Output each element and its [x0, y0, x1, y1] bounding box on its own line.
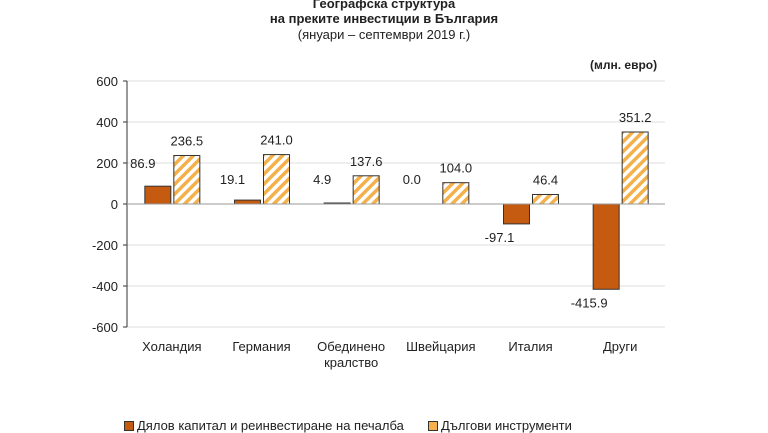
- data-label: 19.1: [220, 172, 245, 187]
- chart-title-line2: на преките инвестиции в България: [269, 11, 499, 26]
- category-label: Други: [603, 339, 637, 354]
- legend-label-debt: Дългови инструменти: [441, 418, 572, 433]
- legend-swatch-equity: [124, 420, 134, 431]
- y-tick-label: 200: [96, 156, 118, 171]
- data-label: -415.9: [571, 295, 608, 310]
- chart-subtitle: (януари – септември 2019 г.): [297, 27, 471, 42]
- data-label: 236.5: [171, 134, 204, 149]
- data-label: 46.4: [533, 172, 558, 187]
- legend-label-equity: Дялов капитал и реинвестиране на печалба: [137, 418, 404, 433]
- bar-equity: [234, 199, 261, 205]
- bar-equity: [503, 203, 530, 225]
- bar-debt: [263, 154, 290, 205]
- legend-item-equity: Дялов капитал и реинвестиране на печалба: [124, 418, 404, 433]
- bar-debt: [621, 131, 649, 205]
- data-label: 0.0: [403, 172, 421, 187]
- y-tick-label: 0: [111, 197, 118, 212]
- y-tick-label: -400: [92, 279, 118, 294]
- bar-debt: [352, 175, 380, 205]
- bar-debt: [532, 193, 559, 205]
- y-tick-label: 600: [96, 74, 118, 89]
- y-tick-label: 400: [96, 115, 118, 130]
- unit-label: (млн. евро): [590, 58, 658, 72]
- category-label: Италия: [508, 339, 552, 354]
- y-tick-label: -600: [92, 320, 118, 335]
- data-label: 4.9: [313, 172, 331, 187]
- bar-debt: [442, 182, 470, 205]
- data-label: 241.0: [260, 133, 293, 148]
- chart-title-line1: Географска структура: [312, 0, 456, 11]
- data-label: -97.1: [485, 230, 515, 245]
- legend-swatch-debt: [428, 420, 438, 431]
- data-label: 137.6: [350, 154, 383, 169]
- data-label: 86.9: [130, 156, 155, 171]
- y-tick-label: -200: [92, 238, 118, 253]
- bar-equity: [144, 185, 172, 205]
- category-label: Холандия: [142, 339, 201, 354]
- data-label: 351.2: [619, 110, 652, 125]
- category-label: кралство: [324, 355, 378, 370]
- category-label: Швейцария: [406, 339, 475, 354]
- bar-equity: [592, 203, 620, 290]
- bar-debt: [173, 155, 201, 205]
- data-label: 104.0: [440, 161, 473, 176]
- legend-item-debt: Дългови инструменти: [428, 418, 572, 433]
- category-label: Германия: [232, 339, 290, 354]
- category-label: Обединено: [317, 339, 385, 354]
